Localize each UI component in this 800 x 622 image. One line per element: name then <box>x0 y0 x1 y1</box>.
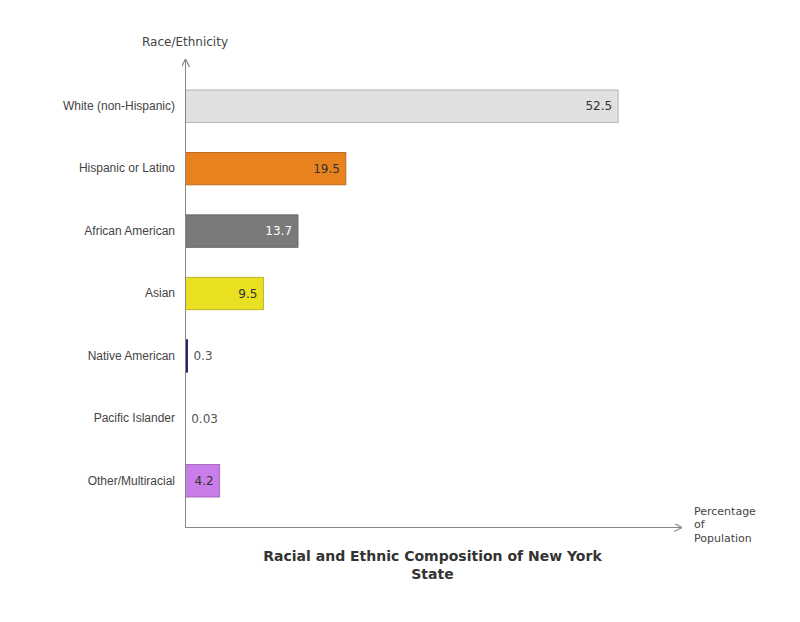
bar <box>185 215 298 247</box>
bar <box>185 465 220 497</box>
y-tick-label: African American <box>84 224 175 238</box>
y-axis: White (non-Hispanic) Hispanic or Latino Af… <box>63 61 186 528</box>
y-tick-label: Asian <box>145 286 175 300</box>
y-tick-label: Hispanic or Latino <box>79 161 175 175</box>
x-axis-title: PercentageofPopulation <box>694 505 756 544</box>
y-axis-line <box>185 61 186 528</box>
bar <box>185 90 618 122</box>
y-tick: Asian <box>145 286 175 300</box>
plot-area: White (non-Hispanic) Hispanic or Latino Af… <box>63 35 756 582</box>
chart-title: Racial and Ethnic Composition of New Yor… <box>263 548 602 582</box>
data-label: 0.03 <box>191 412 218 426</box>
x-axis <box>186 527 681 528</box>
bar <box>185 152 346 184</box>
y-tick: Hispanic or Latino <box>79 161 175 175</box>
x-axis-line <box>186 527 681 528</box>
data-labels: 52.5 19.5 13.7 9.5 0.3 0.03 4.2 <box>191 99 612 488</box>
y-tick: Native American <box>88 349 175 363</box>
y-tick-label: Pacific Islander <box>94 411 175 425</box>
y-tick: African American <box>84 224 175 238</box>
y-tick: White (non-Hispanic) <box>63 99 175 113</box>
data-label: 52.5 <box>585 99 612 113</box>
y-axis-title: Race/Ethnicity <box>142 35 228 49</box>
y-tick-label: White (non-Hispanic) <box>63 99 175 113</box>
data-label: 4.2 <box>195 474 214 488</box>
y-tick: Other/Multiracial <box>88 474 175 488</box>
bars <box>185 90 618 497</box>
data-label: 0.3 <box>193 349 212 363</box>
data-label: 13.7 <box>265 224 292 238</box>
y-tick: Pacific Islander <box>94 411 175 425</box>
data-label: 9.5 <box>238 287 257 301</box>
y-tick-label: Other/Multiracial <box>88 474 175 488</box>
y-tick-label: Native American <box>88 349 175 363</box>
data-label: 19.5 <box>313 162 340 176</box>
chart: White (non-Hispanic) Hispanic or Latino Af… <box>0 0 800 622</box>
bar <box>185 277 263 309</box>
